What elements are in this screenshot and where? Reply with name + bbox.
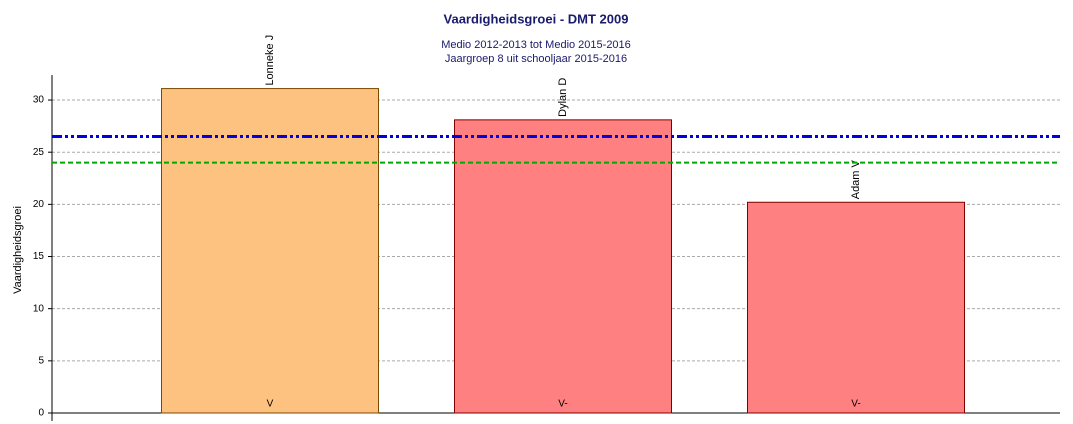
bar bbox=[747, 201, 965, 414]
y-tick-label: 25 bbox=[33, 147, 45, 158]
y-tick-label: 15 bbox=[33, 251, 45, 262]
bar-name-label: Adam V bbox=[850, 159, 862, 199]
y-tick-label: 10 bbox=[33, 303, 45, 314]
y-tick-label: 30 bbox=[33, 95, 45, 106]
y-tick-label: 0 bbox=[38, 408, 44, 419]
bar-grade-label: V bbox=[267, 399, 274, 410]
bar-grade-label: V- bbox=[851, 399, 860, 410]
chart-title: Vaardigheidsgroei - DMT 2009 bbox=[444, 11, 629, 26]
bar-name-label: Lonneke J bbox=[264, 35, 276, 86]
chart-subtitle: Jaargroep 8 uit schooljaar 2015-2016 bbox=[445, 53, 627, 65]
y-tick-label: 20 bbox=[33, 199, 45, 210]
y-tick-label: 5 bbox=[38, 355, 44, 366]
bar-grade-label: V- bbox=[558, 399, 567, 410]
bar bbox=[454, 119, 672, 414]
bar bbox=[161, 88, 379, 414]
chart-subtitle: Medio 2012-2013 tot Medio 2015-2016 bbox=[441, 39, 631, 51]
bar-name-label: Dylan D bbox=[557, 78, 569, 117]
y-axis-label: Vaardigheidsgroei bbox=[12, 206, 24, 294]
